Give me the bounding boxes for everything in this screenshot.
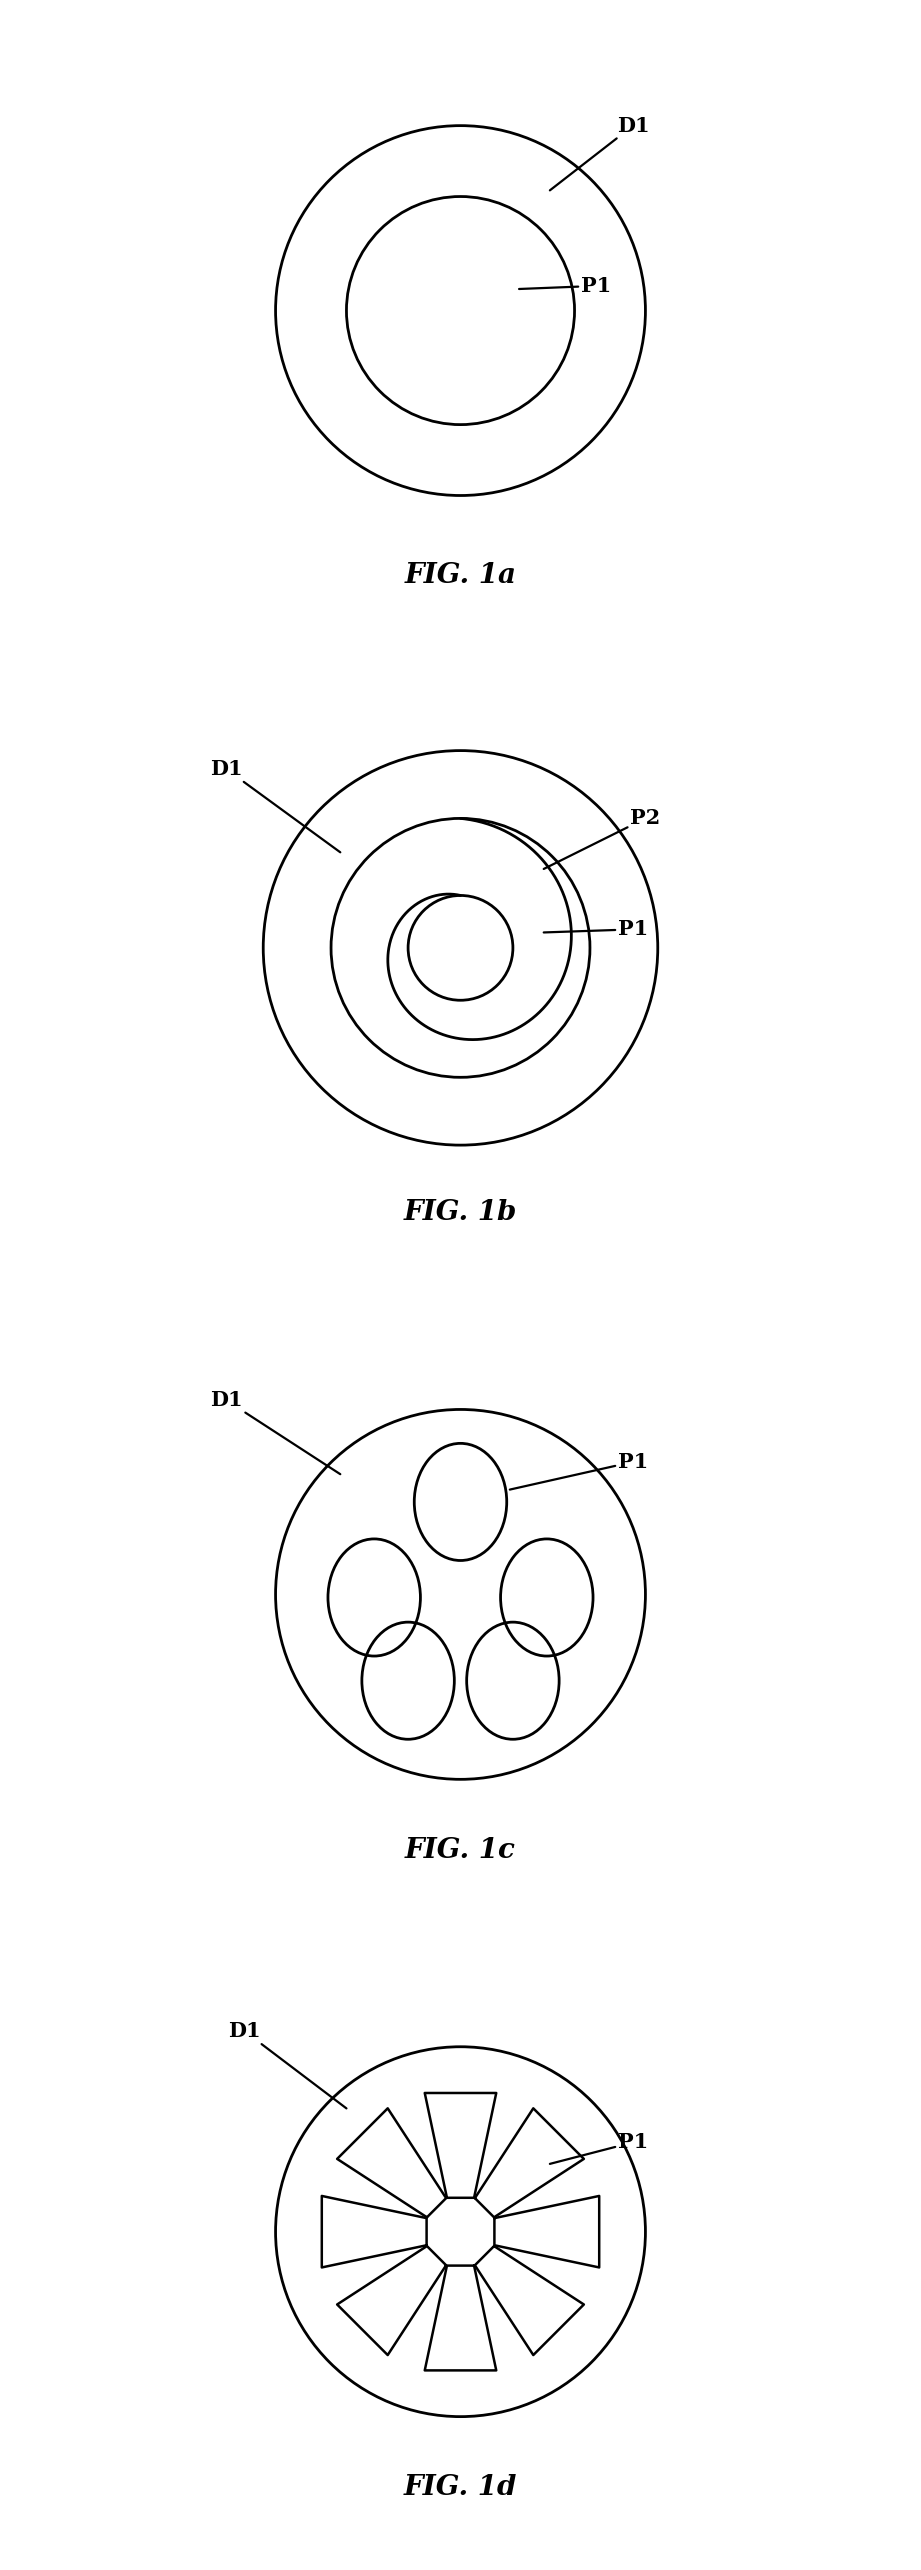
Text: P1: P1 <box>510 1452 648 1491</box>
Text: FIG. 1d: FIG. 1d <box>403 2475 518 2501</box>
Text: FIG. 1b: FIG. 1b <box>403 1200 518 1226</box>
Text: P2: P2 <box>543 810 660 869</box>
Text: P1: P1 <box>550 2133 648 2164</box>
Text: D1: D1 <box>228 2023 346 2107</box>
Text: D1: D1 <box>550 116 649 190</box>
Text: D1: D1 <box>210 758 340 853</box>
Text: FIG. 1a: FIG. 1a <box>404 563 517 589</box>
Text: D1: D1 <box>210 1390 340 1475</box>
Text: P1: P1 <box>543 920 648 941</box>
Text: P1: P1 <box>519 275 612 296</box>
Text: FIG. 1c: FIG. 1c <box>405 1838 516 1863</box>
